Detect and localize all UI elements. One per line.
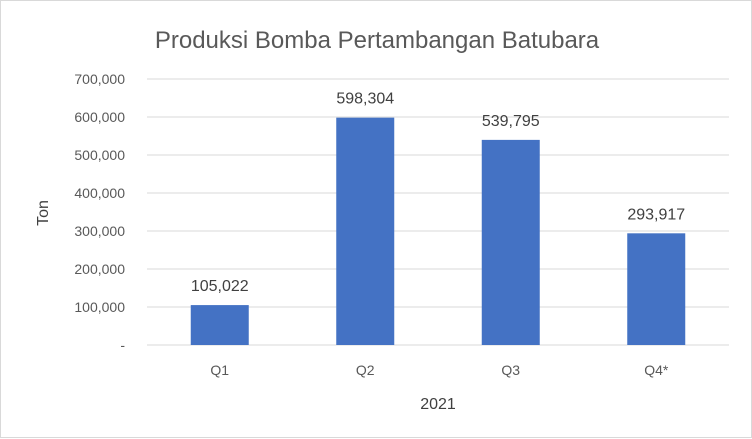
data-label: 539,795 [482,113,540,130]
y-tick-label: 200,000 [74,261,125,277]
x-tick-label: Q2 [356,362,375,378]
data-label: 598,304 [336,91,394,108]
chart-title: Produksi Bomba Pertambangan Batubara [155,27,600,54]
x-axis-ticks: Q1 Q2 Q3 Q4* [210,362,668,378]
y-tick-label: 600,000 [74,109,125,125]
data-labels: 105,022 598,304 539,795 293,917 [191,91,685,295]
x-axis-title: 2021 [420,396,456,413]
bar-q4 [627,233,686,345]
y-tick-label: - [120,337,125,353]
y-tick-label: 100,000 [74,299,125,315]
y-axis-ticks: - 100,000 200,000 300,000 400,000 500,000 600,… [74,71,125,353]
x-tick-label: Q3 [501,362,520,378]
y-axis-title: Ton [35,200,52,226]
y-tick-label: 300,000 [74,223,125,239]
bar-q3 [481,139,540,345]
x-tick-label: Q4* [644,362,669,378]
x-tick-label: Q1 [210,362,229,378]
data-label: 105,022 [191,278,249,295]
y-tick-label: 400,000 [74,185,125,201]
y-tick-label: 500,000 [74,147,125,163]
bar-q1 [190,305,249,345]
bar-q2 [336,117,395,346]
y-tick-label: 700,000 [74,71,125,87]
bars [190,117,686,346]
data-label: 293,917 [627,206,685,223]
